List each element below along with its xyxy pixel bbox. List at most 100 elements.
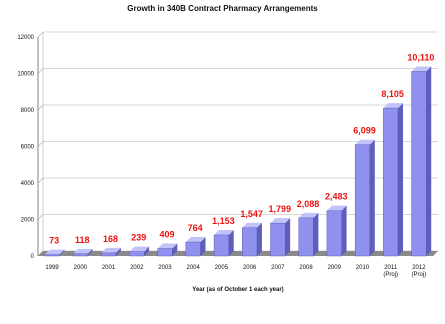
- bar: [298, 212, 319, 257]
- bar-side: [200, 237, 206, 256]
- y-tick-label: 2000: [21, 218, 35, 224]
- gridline-depth: [37, 104, 44, 111]
- bar: [100, 247, 121, 257]
- bar-front: [411, 71, 427, 257]
- data-label: 168: [103, 234, 118, 244]
- x-tick-label: 2010: [356, 265, 370, 271]
- y-tick-label: 8000: [21, 108, 35, 114]
- data-label: 10,110: [407, 52, 434, 62]
- chart-title: Growth in 340B Contract Pharmacy Arrange…: [127, 4, 318, 13]
- x-tick-label: 2007: [271, 265, 285, 271]
- y-tick-label: 10000: [17, 72, 34, 78]
- gridline-depth: [37, 31, 44, 38]
- bars: [44, 66, 432, 257]
- x-tick-label: 2006: [243, 265, 257, 271]
- x-tick-label: 1999: [45, 265, 59, 271]
- x-tick-label: 2009: [328, 265, 342, 271]
- bar-top: [101, 247, 121, 253]
- bar-top: [185, 237, 206, 243]
- data-label: 73: [49, 236, 59, 246]
- data-label: 239: [131, 233, 146, 243]
- gridline-depth: [37, 214, 44, 220]
- bar-front: [242, 227, 258, 257]
- bar: [72, 248, 93, 257]
- gridline-depth: [37, 141, 44, 147]
- x-tick-label: 2000: [74, 265, 88, 271]
- bar-side: [172, 243, 178, 256]
- data-label: 2,483: [325, 192, 348, 202]
- x-tick-label: 2011: [384, 265, 398, 271]
- y-tick-label: 4000: [21, 181, 35, 187]
- bar: [185, 237, 206, 257]
- gridline-depth: [37, 68, 44, 74]
- data-labels: 73 118 168 239 409 764 1,153 1,547 1,799 2,088 2,4…: [49, 52, 434, 245]
- bar-front: [298, 217, 314, 257]
- bar-top: [411, 66, 432, 72]
- bar-side: [369, 139, 375, 256]
- x-tick-label: 2001: [102, 265, 116, 271]
- bar-front: [44, 254, 60, 257]
- y-tick-label: 0: [31, 254, 35, 260]
- bar-front: [213, 234, 229, 257]
- data-label: 1,799: [269, 204, 292, 214]
- data-label: 8,105: [381, 89, 404, 99]
- x-tick-label: 2002: [130, 265, 144, 271]
- bar-side: [285, 218, 291, 256]
- bar-front: [383, 107, 399, 257]
- bar-top: [44, 249, 65, 255]
- data-label: 118: [75, 235, 90, 245]
- data-label: 1,547: [240, 209, 263, 219]
- bar-top: [355, 139, 375, 145]
- bar: [213, 229, 234, 257]
- chart-floor: [38, 251, 438, 256]
- x-tick-label: 2005: [215, 265, 229, 271]
- bar-top: [326, 205, 347, 211]
- bar-front: [354, 144, 370, 257]
- bar: [129, 246, 150, 257]
- bar: [354, 139, 375, 257]
- data-label: 409: [159, 230, 174, 240]
- bar: [157, 243, 178, 257]
- x-tick-label: 2008: [299, 265, 313, 271]
- bar-top: [383, 103, 404, 109]
- bar-front: [129, 251, 145, 257]
- bar-front: [185, 241, 201, 257]
- bar: [242, 222, 262, 257]
- bar: [411, 66, 432, 257]
- bar-front: [326, 210, 342, 257]
- gridline-depth: [37, 177, 44, 184]
- bar-front: [270, 222, 286, 257]
- x-axis-title: Year (as of October 1 each year): [192, 287, 283, 293]
- bar-top: [72, 248, 93, 254]
- bar-side: [115, 247, 121, 256]
- bar-side: [426, 66, 432, 257]
- x-tick-label: 2003: [158, 265, 172, 271]
- bar: [383, 103, 404, 257]
- bar-side: [313, 212, 319, 256]
- bar-side: [144, 246, 150, 256]
- floor-plane: [38, 251, 438, 256]
- bar-top: [270, 218, 291, 224]
- bar-front: [100, 252, 117, 257]
- bar-top: [157, 243, 178, 249]
- bar-top: [129, 246, 150, 252]
- bar-side: [228, 229, 234, 256]
- y-tick-label: 6000: [21, 145, 35, 151]
- bar-side: [59, 249, 65, 256]
- data-label: 1,153: [212, 216, 235, 226]
- gridlines: [37, 31, 438, 257]
- data-label: 764: [188, 223, 203, 233]
- bar: [270, 218, 291, 257]
- bar-top: [242, 222, 262, 228]
- y-tick-label: 12000: [17, 35, 34, 41]
- x-tick-sublabel: (Proj): [412, 272, 427, 278]
- bar-side: [256, 222, 262, 256]
- data-label: 6,099: [353, 126, 376, 136]
- bar-top: [298, 212, 319, 218]
- x-tick-label: 2004: [186, 265, 200, 271]
- axes: 0 2000 4000 6000 8000 10000 12000 1999 2000 2001 2…: [17, 32, 426, 278]
- bar: [326, 205, 347, 257]
- bar-side: [87, 248, 93, 256]
- bar-side: [398, 103, 404, 257]
